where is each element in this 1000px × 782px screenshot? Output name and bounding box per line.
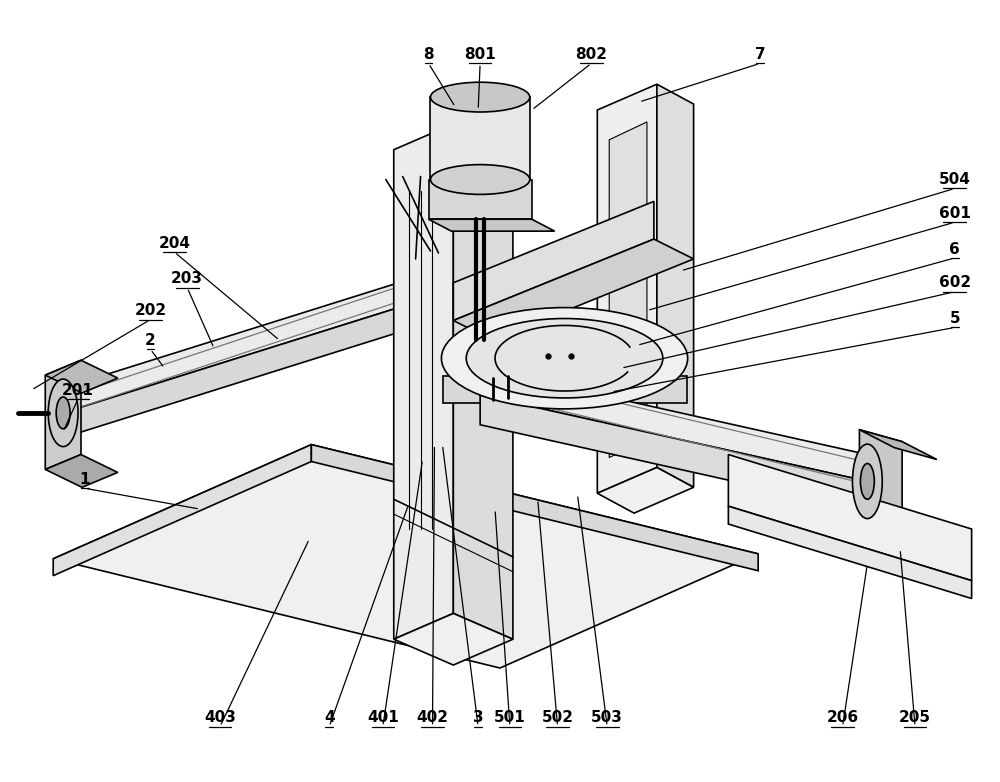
Text: 504: 504 xyxy=(939,172,971,187)
Text: 402: 402 xyxy=(416,710,448,725)
Polygon shape xyxy=(609,122,647,457)
Polygon shape xyxy=(429,219,555,231)
Ellipse shape xyxy=(430,82,530,112)
Ellipse shape xyxy=(466,318,663,398)
Polygon shape xyxy=(430,97,530,180)
Text: 202: 202 xyxy=(134,303,167,318)
Text: 503: 503 xyxy=(591,710,623,725)
Polygon shape xyxy=(45,361,118,393)
Polygon shape xyxy=(859,430,937,460)
Polygon shape xyxy=(597,84,657,493)
Text: 602: 602 xyxy=(939,275,971,290)
Ellipse shape xyxy=(48,379,78,447)
Text: 201: 201 xyxy=(62,382,94,397)
Polygon shape xyxy=(443,376,687,403)
Ellipse shape xyxy=(860,464,874,499)
Polygon shape xyxy=(394,124,453,639)
Polygon shape xyxy=(45,361,81,469)
Polygon shape xyxy=(394,613,513,665)
Text: 5: 5 xyxy=(949,311,960,326)
Polygon shape xyxy=(480,395,867,511)
Polygon shape xyxy=(480,368,867,482)
Text: 7: 7 xyxy=(755,47,765,62)
Text: 1: 1 xyxy=(80,472,90,487)
Text: 502: 502 xyxy=(542,710,574,725)
Polygon shape xyxy=(657,84,694,487)
Polygon shape xyxy=(53,445,758,668)
Text: 4: 4 xyxy=(324,710,335,725)
Ellipse shape xyxy=(441,307,688,409)
Polygon shape xyxy=(311,445,758,571)
Text: 2: 2 xyxy=(145,333,156,348)
Text: 403: 403 xyxy=(204,710,236,725)
Polygon shape xyxy=(53,445,311,576)
Text: 8: 8 xyxy=(423,47,434,62)
Polygon shape xyxy=(728,454,972,581)
Polygon shape xyxy=(597,468,694,513)
Text: 6: 6 xyxy=(949,242,960,256)
Text: 601: 601 xyxy=(939,206,971,221)
Polygon shape xyxy=(453,201,654,321)
Text: 501: 501 xyxy=(494,710,526,725)
Ellipse shape xyxy=(56,397,70,429)
Polygon shape xyxy=(45,454,118,487)
Text: 801: 801 xyxy=(464,47,496,62)
Text: 203: 203 xyxy=(171,271,203,286)
Polygon shape xyxy=(63,300,421,438)
Text: 204: 204 xyxy=(158,235,190,250)
Text: 802: 802 xyxy=(575,47,607,62)
Polygon shape xyxy=(453,124,513,639)
Polygon shape xyxy=(63,276,421,413)
Text: 401: 401 xyxy=(367,710,399,725)
Ellipse shape xyxy=(852,444,882,518)
Polygon shape xyxy=(453,239,694,340)
Polygon shape xyxy=(859,430,902,541)
Text: 205: 205 xyxy=(899,710,931,725)
Polygon shape xyxy=(728,506,972,598)
Text: 206: 206 xyxy=(826,710,859,725)
Text: 3: 3 xyxy=(473,710,483,725)
Polygon shape xyxy=(429,180,532,219)
Ellipse shape xyxy=(430,165,530,195)
